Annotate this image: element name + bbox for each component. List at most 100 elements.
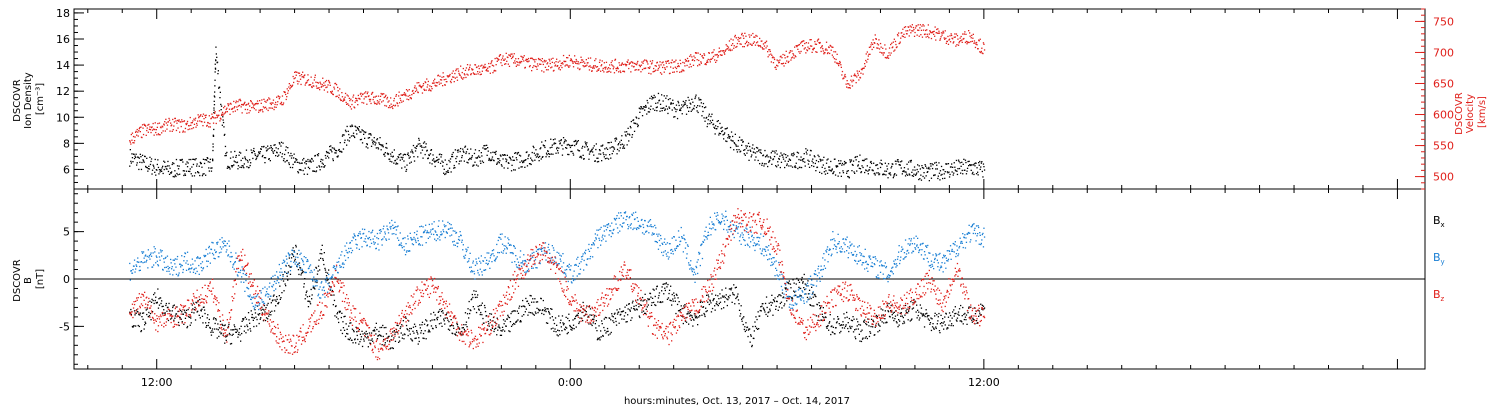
velocity-point (846, 80, 848, 82)
bx-point (591, 314, 593, 316)
density-point (278, 142, 280, 144)
bx-point (269, 311, 271, 313)
density-point (875, 164, 877, 166)
bx-point (820, 306, 822, 309)
velocity-point (706, 60, 708, 62)
velocity-point (602, 69, 604, 71)
velocity-point (599, 59, 601, 61)
density-point (578, 150, 581, 152)
density-point (951, 163, 953, 165)
bx-point (624, 312, 627, 314)
density-point (777, 161, 779, 163)
density-point (405, 170, 407, 172)
bx-point (480, 304, 482, 306)
bx-point (375, 322, 377, 324)
velocity-point (739, 43, 741, 45)
bx-point (450, 319, 452, 321)
velocity-point (593, 65, 595, 67)
velocity-point (904, 26, 907, 28)
velocity-point (644, 59, 646, 61)
bx-point (809, 304, 811, 306)
bx-point (313, 286, 315, 288)
density-point (659, 110, 661, 112)
velocity-point (761, 40, 763, 42)
density-point (781, 154, 784, 156)
velocity-point (797, 48, 799, 50)
velocity-point (783, 65, 785, 67)
density-point (701, 106, 704, 108)
density-point (158, 173, 160, 175)
velocity-point (840, 66, 842, 68)
bx-point (259, 313, 261, 315)
bx-point (745, 329, 748, 331)
bx-point (552, 319, 555, 321)
density-point (335, 152, 337, 154)
bx-point (385, 333, 388, 335)
velocity-point (450, 81, 452, 84)
bx-point (865, 336, 867, 338)
density-point (789, 159, 792, 161)
bx-point (741, 318, 743, 320)
velocity-point (922, 24, 924, 26)
bx-point (230, 342, 233, 345)
density-point (671, 109, 673, 111)
bx-point (419, 324, 421, 326)
velocity-point (501, 57, 504, 59)
density-point (368, 137, 371, 139)
bx-point (741, 320, 743, 322)
velocity-point (557, 65, 559, 67)
velocity-point (270, 103, 272, 106)
velocity-point (628, 67, 630, 70)
x-tick-label: 12:00 (141, 376, 173, 389)
density-point (901, 160, 903, 162)
velocity-point (340, 99, 342, 101)
density-point (213, 128, 215, 131)
density-point (288, 163, 290, 166)
density-point (682, 100, 684, 103)
density-point (714, 127, 716, 129)
density-point (229, 168, 231, 170)
bx-point (701, 301, 704, 303)
velocity-point (847, 83, 849, 85)
bx-point (377, 334, 380, 337)
velocity-point (504, 58, 506, 60)
velocity-point (447, 76, 450, 78)
bx-point (682, 316, 684, 318)
velocity-point (147, 131, 149, 133)
velocity-point (918, 35, 920, 37)
density-point (186, 166, 189, 168)
bx-point (512, 324, 514, 326)
bx-point (369, 342, 372, 345)
velocity-point (227, 105, 230, 107)
density-point (615, 138, 618, 140)
bx-point (524, 311, 526, 313)
velocity-point (919, 24, 921, 26)
density-point (469, 157, 471, 159)
density-point (786, 163, 788, 165)
density-point (147, 170, 149, 172)
bx-point (150, 319, 152, 321)
bx-point (804, 288, 806, 291)
bx-point (578, 322, 580, 325)
bx-point (618, 311, 620, 313)
bx-point (390, 347, 392, 349)
velocity-point (685, 60, 688, 62)
density-point (839, 172, 841, 174)
velocity-point (243, 102, 245, 104)
bx-point (463, 324, 465, 326)
density-point (249, 159, 251, 161)
velocity-point (381, 101, 383, 103)
density-point (648, 111, 651, 113)
density-point (919, 168, 921, 170)
velocity-point (976, 44, 978, 46)
bx-point (526, 300, 529, 302)
bx-point (360, 338, 362, 341)
density-point (187, 162, 189, 164)
density-point (567, 143, 569, 146)
bx-point (319, 269, 321, 271)
density-point (893, 175, 895, 177)
velocity-point (865, 59, 867, 62)
density-point (409, 156, 411, 158)
density-point (526, 165, 529, 167)
density-point (983, 169, 986, 171)
